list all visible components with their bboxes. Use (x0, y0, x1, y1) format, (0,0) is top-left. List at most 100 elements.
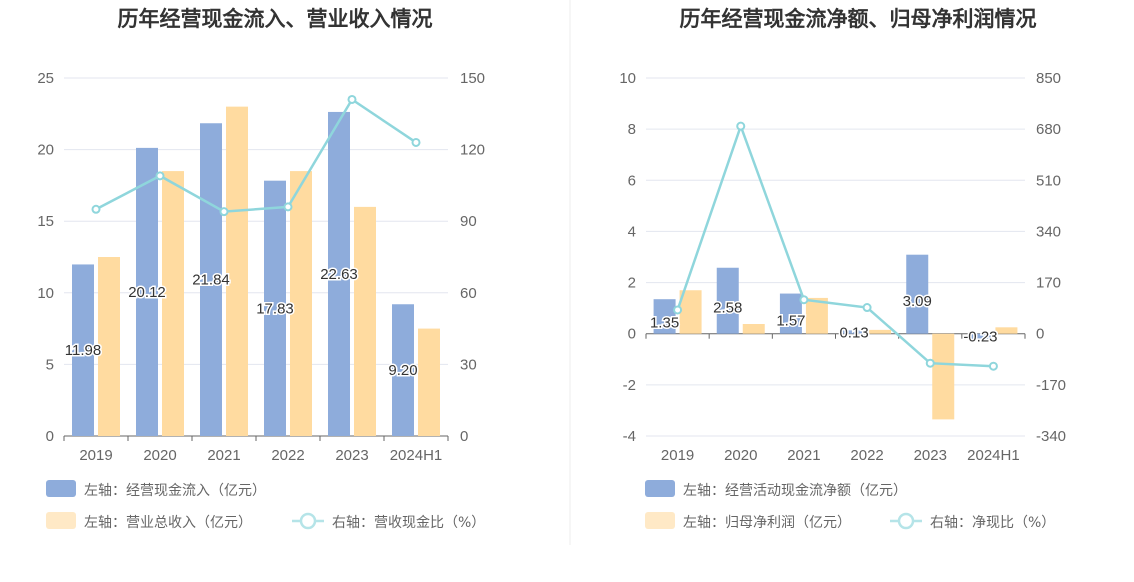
line-point (347, 94, 357, 104)
bar-series-1 (136, 147, 158, 437)
legend-label: 右轴：净现比（%） (930, 515, 1055, 531)
x-tick-label: 2022 (271, 447, 304, 464)
y-right-tick-label: 120 (460, 142, 485, 159)
x-tick-label: 2019 (79, 447, 112, 464)
legend-swatch-line-marker (299, 512, 317, 530)
y-left-tick-label: 0 (46, 428, 54, 445)
bar-series-2 (805, 297, 828, 334)
bar-series-1 (392, 304, 414, 436)
bar-series-1 (653, 299, 676, 334)
bar-data-label: 21.84 (192, 272, 230, 289)
y-right-tick-label: 680 (1036, 121, 1061, 138)
legend-swatch-line-marker (897, 512, 915, 530)
bar-series-1 (779, 293, 802, 334)
y-left-tick-label: 4 (628, 223, 636, 240)
x-tick-label: 2021 (787, 447, 820, 464)
bar-series-2 (290, 171, 312, 436)
bar-data-label: 17.83 (256, 300, 294, 317)
legend-label: 右轴：营收现金比（%） (332, 515, 485, 531)
y-left-tick-label: 8 (628, 121, 636, 138)
x-tick-label: 2019 (661, 447, 694, 464)
bar-data-label: 22.63 (320, 266, 358, 283)
chart-1-legend: 左轴：经营现金流入（亿元） 左轴：营业总收入（亿元） 右轴：营收现金比（%） (46, 480, 485, 531)
chart-2-legend: 左轴：经营活动现金流净额（亿元） 左轴：归母净利润（亿元） 右轴：净现比（%） (645, 480, 1055, 531)
bar-series-2 (354, 206, 376, 436)
chart-1-plot: 0 0 5 30 10 60 15 90 20 120 25 150 2019 2020 2021 2022 2… (37, 70, 485, 464)
x-tick-label: 2023 (335, 447, 368, 464)
bar-data-label: 1.57 (776, 313, 805, 330)
y-right-tick-label: 60 (460, 285, 477, 302)
bar-series-1 (328, 111, 350, 436)
line-point (155, 171, 165, 181)
y-right-tick-label: 170 (1036, 275, 1061, 292)
y-left-tick-label: 5 (46, 356, 54, 373)
bar-series-2 (932, 333, 955, 420)
y-right-tick-label: 0 (1036, 326, 1044, 343)
bar-series-1 (72, 264, 94, 436)
bar-series-2 (679, 290, 702, 334)
bar-series-2 (162, 171, 184, 436)
bar-series-2 (98, 257, 120, 436)
y-left-tick-label: 25 (37, 70, 54, 87)
bar-data-label: 20.12 (128, 284, 166, 301)
y-right-tick-label: 150 (460, 70, 485, 87)
y-left-tick-label: -2 (623, 377, 636, 394)
line-point (411, 137, 421, 147)
bar-series-2 (418, 328, 440, 436)
y-right-tick-label: 510 (1036, 172, 1061, 189)
y-left-tick-label: 6 (628, 172, 636, 189)
x-tick-label: 2023 (914, 447, 947, 464)
bar-data-label: 2.58 (713, 300, 742, 317)
x-tick-label: 2022 (850, 447, 883, 464)
y-left-tick-label: 20 (37, 142, 54, 159)
y-left-tick-label: 0 (628, 326, 636, 343)
legend-label: 左轴：经营活动现金流净额（亿元） (683, 483, 907, 499)
x-tick-label: 2021 (207, 447, 240, 464)
line-point (988, 361, 998, 371)
bar-series-1 (906, 254, 929, 334)
bar-series-1 (969, 333, 992, 340)
line-point (799, 295, 809, 305)
legend-swatch-bar-1 (46, 480, 76, 497)
legend-label: 左轴：归母净利润（亿元） (683, 514, 851, 531)
x-tick-label: 2024H1 (967, 447, 1020, 464)
legend-swatch-bar-2 (46, 512, 76, 529)
bar-series-1 (264, 180, 286, 436)
line-point (673, 305, 683, 315)
bar-data-label: 1.35 (650, 315, 679, 332)
line-point (219, 207, 229, 217)
bar-series-2 (742, 323, 765, 334)
y-left-tick-label: 10 (619, 70, 636, 87)
line-point (736, 121, 746, 131)
chart-2-plot: -4 -340 -2 -170 0 0 2 170 4 340 6 510 8 680 10 850 2019 2… (619, 70, 1066, 464)
bar-series-2 (995, 327, 1018, 334)
y-left-tick-label: -4 (623, 428, 636, 445)
bar-data-label: 11.98 (65, 342, 101, 359)
y-right-tick-label: 0 (460, 428, 468, 445)
y-right-tick-label: -170 (1036, 377, 1066, 394)
bar-series-2 (226, 106, 248, 436)
y-right-tick-label: 30 (460, 356, 477, 373)
x-tick-label: 2020 (724, 447, 757, 464)
line-point (925, 358, 935, 368)
line-point (283, 202, 293, 212)
bar-series-1 (716, 267, 739, 334)
y-right-tick-label: 340 (1036, 223, 1061, 240)
x-tick-label: 2020 (143, 447, 176, 464)
y-left-tick-label: 2 (628, 275, 636, 292)
y-left-tick-label: 10 (37, 285, 54, 302)
chart-1-title: 历年经营现金流入、营业收入情况 (118, 7, 433, 31)
bar-data-label: -0.23 (963, 329, 997, 346)
y-left-tick-label: 15 (37, 213, 54, 230)
bar-series-1 (843, 330, 866, 334)
legend-swatch-bar-2 (645, 512, 675, 529)
line-point (862, 303, 872, 313)
line-series (95, 97, 417, 213)
line-point (91, 204, 101, 214)
chart-2-title: 历年经营现金流净额、归母净利润情况 (680, 7, 1037, 31)
bar-data-label: 9.20 (388, 362, 417, 379)
legend-label: 左轴：经营现金流入（亿元） (84, 483, 266, 499)
legend-swatch-bar-1 (645, 480, 675, 497)
x-tick-label: 2024H1 (390, 447, 443, 464)
